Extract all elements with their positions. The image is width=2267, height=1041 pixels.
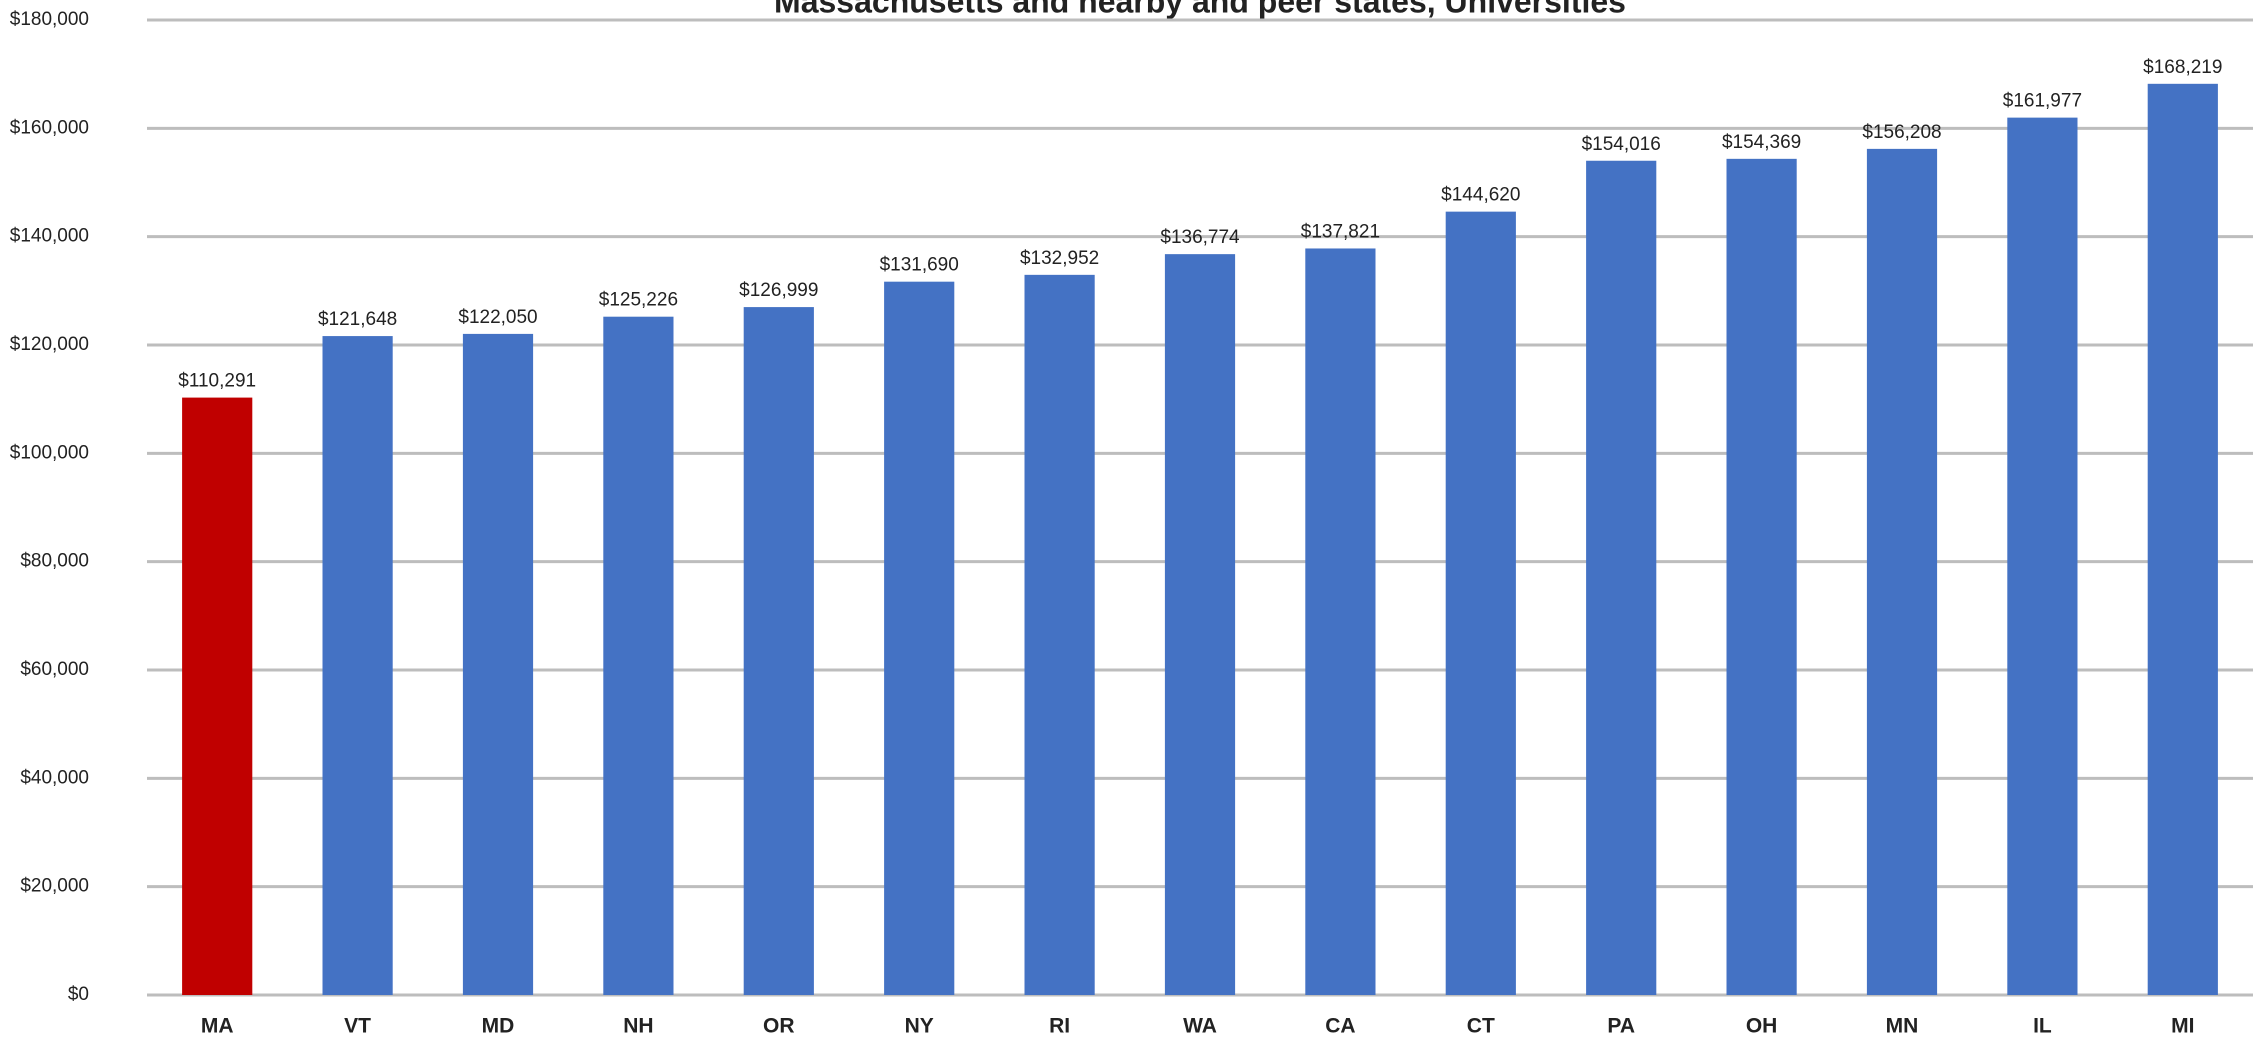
y-tick-label: $80,000 xyxy=(20,551,89,572)
bar xyxy=(1445,211,1516,995)
x-tick-label: NY xyxy=(905,1015,934,1038)
bar xyxy=(2007,117,2078,996)
x-tick-label: WA xyxy=(1183,1015,1217,1038)
x-tick-label: RI xyxy=(1049,1015,1070,1038)
y-tick-label: $140,000 xyxy=(10,226,89,247)
x-tick-label: VT xyxy=(344,1015,371,1038)
value-label: $132,952 xyxy=(1020,248,1099,269)
bar xyxy=(1586,160,1657,995)
value-label: $144,620 xyxy=(1441,185,1520,206)
y-tick-label: $40,000 xyxy=(20,767,89,788)
value-label: $126,999 xyxy=(739,280,818,301)
x-tick-label: MN xyxy=(1886,1015,1919,1038)
bar xyxy=(1866,148,1938,995)
value-label: $131,690 xyxy=(880,255,959,276)
y-tick-label: $180,000 xyxy=(10,9,89,30)
value-label: $136,774 xyxy=(1160,227,1240,248)
y-tick-label: $120,000 xyxy=(10,334,89,355)
bar xyxy=(603,316,674,995)
y-tick-label: $0 xyxy=(68,984,89,1005)
value-label: $154,016 xyxy=(1582,134,1661,155)
value-label: $122,050 xyxy=(458,307,537,328)
x-tick-label: CT xyxy=(1467,1015,1495,1038)
y-tick-label: $160,000 xyxy=(10,117,89,138)
value-label: $154,369 xyxy=(1722,132,1801,153)
bar xyxy=(322,336,393,995)
x-tick-label: MA xyxy=(201,1015,234,1038)
y-tick-label: $60,000 xyxy=(20,659,89,680)
x-tick-label: OH xyxy=(1746,1015,1778,1038)
bar xyxy=(1164,254,1236,995)
x-tick-label: NH xyxy=(623,1015,653,1038)
bar xyxy=(462,333,534,995)
bar xyxy=(1305,248,1376,995)
bar xyxy=(1726,158,1797,995)
x-tick-label: IL xyxy=(2033,1015,2052,1038)
bar xyxy=(2147,83,2218,996)
bar xyxy=(1024,274,1095,995)
value-label: $168,219 xyxy=(2143,57,2222,78)
bar xyxy=(182,397,253,995)
y-tick-label: $20,000 xyxy=(20,876,89,897)
value-label: $137,821 xyxy=(1301,221,1380,242)
value-label: $121,648 xyxy=(318,309,397,330)
x-tick-label: MD xyxy=(482,1015,515,1038)
value-label: $156,208 xyxy=(1862,122,1941,143)
value-label: $125,226 xyxy=(599,290,678,311)
x-tick-label: CA xyxy=(1325,1015,1355,1038)
chart-title: Massachusetts and nearby and peer states… xyxy=(774,0,1626,19)
value-label: $161,977 xyxy=(2003,91,2082,112)
bar xyxy=(884,281,955,995)
y-tick-label: $100,000 xyxy=(10,442,89,463)
x-tick-label: MI xyxy=(2171,1015,2194,1038)
bar xyxy=(743,307,814,995)
x-tick-label: PA xyxy=(1607,1015,1635,1038)
x-tick-label: OR xyxy=(763,1015,795,1038)
value-label: $110,291 xyxy=(178,371,256,392)
